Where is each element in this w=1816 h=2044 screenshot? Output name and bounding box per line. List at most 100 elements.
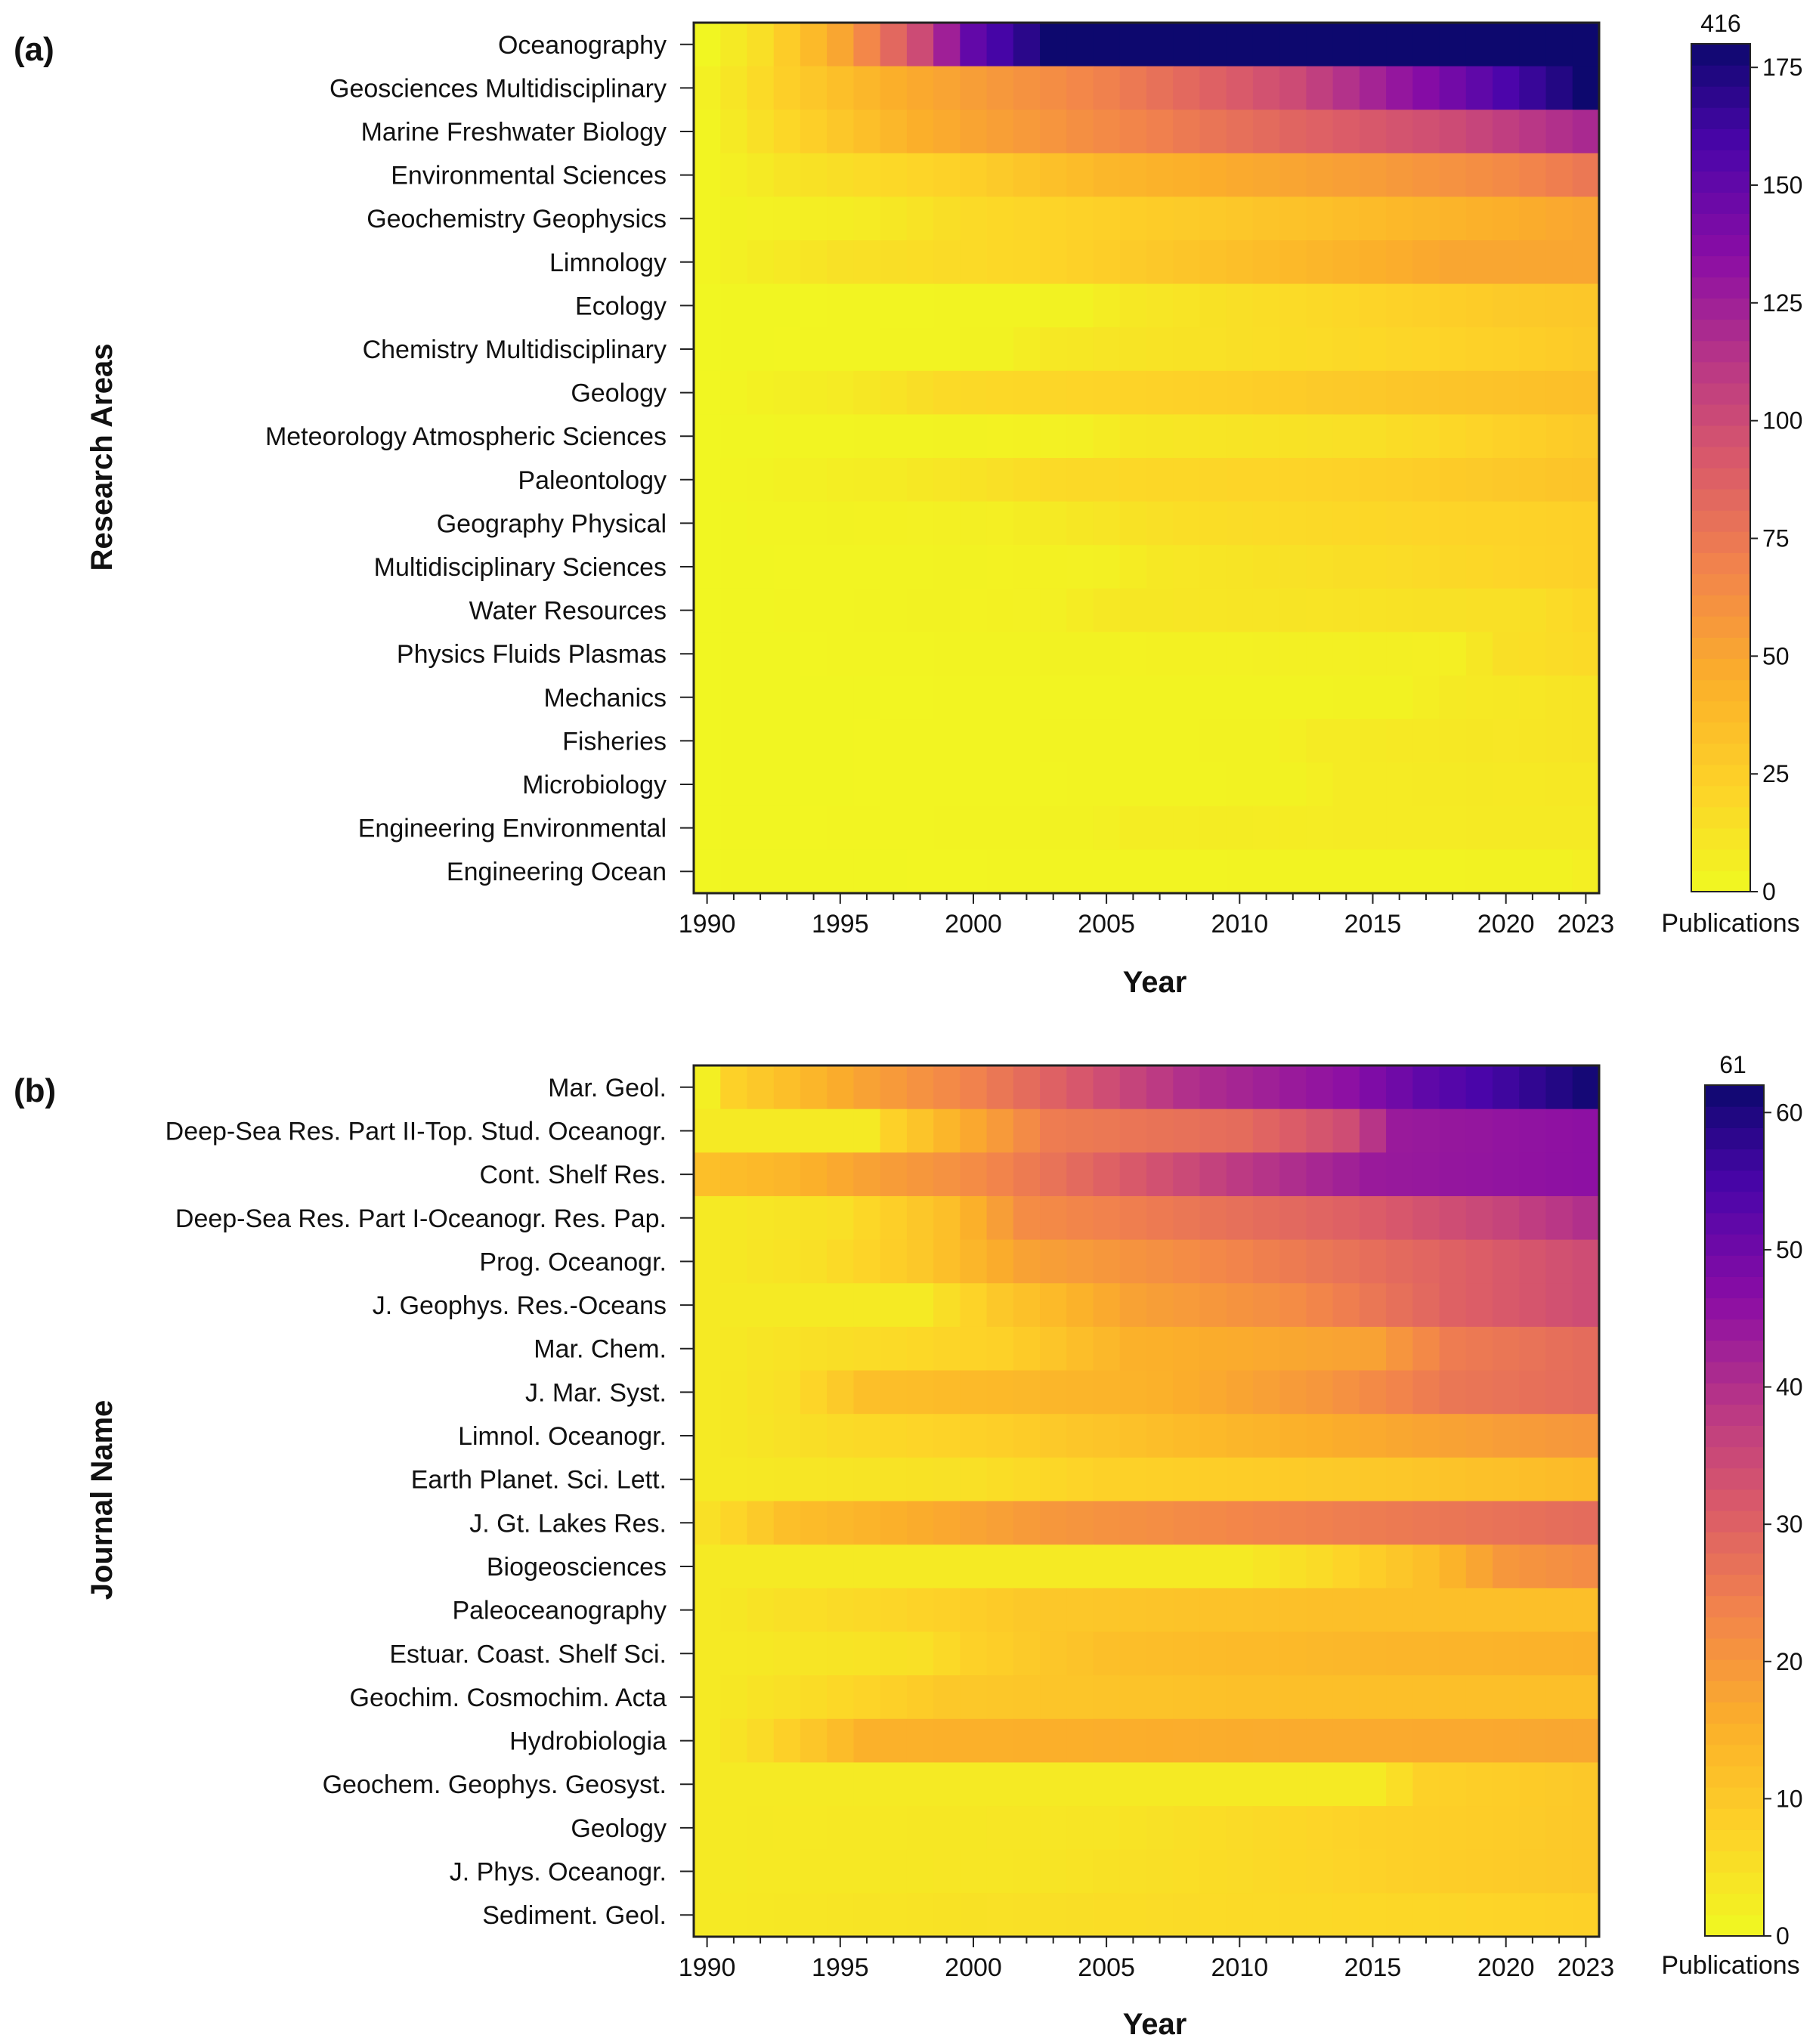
heatmap-cell	[1119, 1806, 1147, 1851]
heatmap-cell	[1013, 849, 1041, 894]
heatmap-cell	[1146, 1806, 1174, 1851]
heatmap-cell	[1519, 1457, 1547, 1502]
heatmap-cell	[1252, 1545, 1280, 1589]
heatmap-cell	[1465, 153, 1493, 197]
heatmap-cell	[1119, 66, 1147, 110]
heatmap-cell	[1066, 849, 1094, 894]
heatmap-cell	[694, 1457, 721, 1502]
colorbar-segment	[1691, 298, 1750, 320]
heatmap-cell	[1119, 1326, 1147, 1371]
heatmap-cell	[1306, 806, 1334, 850]
heatmap-cell	[1332, 849, 1360, 894]
heatmap-cell	[694, 632, 721, 676]
heatmap-cell	[747, 23, 775, 67]
heatmap-cell	[1146, 1414, 1174, 1458]
heatmap-cell	[800, 240, 828, 285]
heatmap-cell	[1439, 23, 1467, 67]
heatmap-cell	[1013, 66, 1041, 110]
heatmap-cell	[1066, 1631, 1094, 1676]
heatmap-cell	[1252, 153, 1280, 197]
heatmap-cell	[1252, 1893, 1280, 1937]
heatmap-cell	[694, 849, 721, 894]
heatmap-cell	[880, 458, 908, 502]
heatmap-cell	[1572, 1762, 1600, 1807]
heatmap-cell	[1306, 1283, 1334, 1328]
heatmap-cell	[906, 849, 934, 894]
heatmap-cell	[1119, 1849, 1147, 1894]
heatmap-cell	[694, 1152, 721, 1197]
heatmap-cell	[906, 1152, 934, 1197]
heatmap-cell	[1412, 458, 1440, 502]
heatmap-cell	[1013, 588, 1041, 632]
heatmap-cell	[1465, 283, 1493, 328]
heatmap-cell	[1332, 632, 1360, 676]
heatmap-cell	[906, 414, 934, 459]
row-label: Physics Fluids Plasmas	[397, 640, 667, 669]
heatmap-cell	[1545, 1370, 1573, 1415]
heatmap-cell	[747, 1152, 775, 1197]
heatmap-cell	[1013, 1326, 1041, 1371]
colorbar-segment	[1705, 1637, 1764, 1660]
heatmap-cell	[1465, 1675, 1493, 1720]
colorbar-segment	[1705, 1276, 1764, 1299]
colorbar-segment	[1691, 255, 1750, 278]
heatmap-cell	[1013, 719, 1041, 763]
heatmap-cell	[694, 327, 721, 372]
heatmap-cell	[1572, 1370, 1600, 1415]
heatmap-cell	[853, 327, 881, 372]
heatmap-cell	[1119, 1370, 1147, 1415]
heatmap-cell	[1093, 1283, 1121, 1328]
heatmap-cell	[1439, 1849, 1467, 1894]
colorbar-segment	[1691, 552, 1750, 574]
colorbar-segment	[1691, 531, 1750, 553]
heatmap-a-ylabel: Research Areas	[85, 344, 119, 571]
heatmap-cell	[880, 1370, 908, 1415]
heatmap-cell	[1173, 1718, 1201, 1763]
heatmap-cell	[747, 458, 775, 502]
heatmap-cell	[1013, 632, 1041, 676]
heatmap-cell	[1545, 762, 1573, 807]
heatmap-cell	[1093, 1326, 1121, 1371]
heatmap-cell	[933, 501, 961, 546]
x-tick-label: 2023	[1558, 1953, 1615, 1982]
heatmap-cell	[1306, 1457, 1334, 1502]
heatmap-cell	[960, 240, 988, 285]
heatmap-cell	[1306, 1195, 1334, 1241]
heatmap-cell	[1040, 1849, 1067, 1894]
heatmap-cell	[1119, 1545, 1147, 1589]
heatmap-cell	[933, 849, 961, 894]
heatmap-cell	[1332, 588, 1360, 632]
row-label: Water Resources	[469, 597, 667, 626]
heatmap-cell	[1386, 110, 1413, 154]
heatmap-cell	[1066, 1239, 1094, 1284]
heatmap-cell	[827, 1239, 855, 1284]
heatmap-cell	[880, 370, 908, 415]
heatmap-cell	[1093, 1675, 1121, 1720]
heatmap-cell	[1226, 1762, 1254, 1807]
heatmap-cell	[1279, 1414, 1307, 1458]
heatmap-cell	[1066, 414, 1094, 459]
heatmap-cell	[1226, 676, 1254, 720]
heatmap-cell	[1465, 1545, 1493, 1589]
heatmap-cell	[1412, 283, 1440, 328]
heatmap-cell	[1226, 1806, 1254, 1851]
heatmap-cell	[1013, 1806, 1041, 1851]
heatmap-cell	[1066, 1806, 1094, 1851]
heatmap-cell	[1332, 1806, 1360, 1851]
heatmap-cell	[906, 370, 934, 415]
heatmap-cell	[1093, 588, 1121, 632]
heatmap-cell	[880, 1457, 908, 1502]
heatmap-cell	[747, 545, 775, 589]
heatmap-cell	[1493, 588, 1520, 632]
heatmap-cell	[773, 327, 801, 372]
colorbar-segment	[1691, 86, 1750, 108]
heatmap-cell	[1493, 1109, 1520, 1153]
heatmap-cell	[1173, 1762, 1201, 1807]
heatmap-cell	[694, 1195, 721, 1241]
heatmap-cell	[720, 1457, 748, 1502]
heatmap-cell	[1306, 1326, 1334, 1371]
heatmap-cell	[1359, 196, 1387, 241]
heatmap-cell	[853, 1239, 881, 1284]
heatmap-cell	[720, 1718, 748, 1763]
